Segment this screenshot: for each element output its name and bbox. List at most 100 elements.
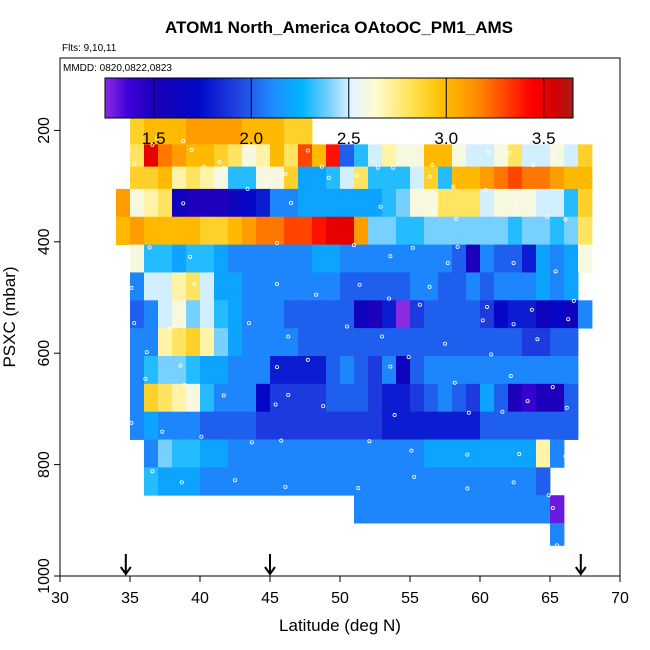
sample-point <box>150 469 155 474</box>
heatmap-cell <box>438 467 453 496</box>
heatmap-cell <box>578 188 593 218</box>
heatmap-cell <box>466 383 481 413</box>
heatmap-cell <box>270 216 285 245</box>
heatmap-cell <box>270 188 285 218</box>
heatmap-cell <box>186 188 201 218</box>
heatmap-cell <box>200 383 215 413</box>
sample-point <box>357 282 362 287</box>
heatmap-cell <box>480 244 495 273</box>
sample-point <box>283 484 288 489</box>
sample-point <box>274 240 279 245</box>
heatmap-cell <box>536 188 551 218</box>
heatmap-cell <box>130 300 145 329</box>
heatmap-cell <box>396 383 411 413</box>
heatmap-cell <box>242 383 257 413</box>
sample-point <box>286 334 291 339</box>
heatmap-cell <box>130 216 145 245</box>
heatmap-cell <box>522 439 537 468</box>
heatmap-cell <box>522 383 537 413</box>
heatmap-cell <box>200 439 215 468</box>
heatmap-cell <box>480 272 495 301</box>
y-tick-label: 800 <box>36 451 53 478</box>
y-tick-label: 400 <box>36 228 53 255</box>
heatmap-cell <box>284 411 299 440</box>
heatmap-cell <box>200 272 215 301</box>
heatmap-cell <box>550 144 565 168</box>
heatmap-cell <box>340 272 355 301</box>
heatmap-cell <box>438 144 453 168</box>
heatmap-cell <box>424 144 439 168</box>
heatmap-cell <box>284 188 299 218</box>
heatmap-cell <box>564 328 579 357</box>
heatmap-cell <box>382 144 397 168</box>
heatmap-cell <box>130 166 145 190</box>
heatmap-cell <box>382 495 397 524</box>
heatmap-cell <box>396 495 411 524</box>
heatmap-cell <box>144 411 159 440</box>
heatmap-cell <box>550 300 565 329</box>
sample-point <box>326 175 331 180</box>
heatmap-cell <box>564 355 579 385</box>
heatmap-cell <box>312 328 327 357</box>
heatmap-cell <box>312 467 327 496</box>
heatmap-cell <box>340 467 355 496</box>
heatmap-cell <box>242 355 257 385</box>
heatmap-cell <box>522 495 537 524</box>
heatmap-cell <box>424 300 439 329</box>
heatmap-cell <box>270 300 285 329</box>
y-tick-label: 200 <box>36 117 53 144</box>
heatmap-cell <box>522 411 537 440</box>
sample-point <box>344 324 349 329</box>
heatmap-cell <box>186 467 201 496</box>
heatmap-cell <box>522 244 537 273</box>
heatmap-cell <box>158 328 173 357</box>
heatmap-cell <box>270 467 285 496</box>
sample-point <box>246 321 251 326</box>
heatmap-cell <box>536 495 551 524</box>
heatmap-cell <box>480 216 495 245</box>
sample-point <box>445 260 450 265</box>
sample-point <box>188 254 193 259</box>
sample-point <box>454 216 459 221</box>
dates-note: MMDD: 0820,0822,0823 <box>63 63 172 74</box>
sample-point <box>182 382 187 387</box>
heatmap-cell <box>508 216 523 245</box>
sample-point <box>132 321 137 326</box>
heatmap-cell <box>536 383 551 413</box>
heatmap-cell <box>466 216 481 245</box>
heatmap-cell <box>256 116 271 145</box>
heatmap-cell <box>214 439 229 468</box>
sample-point <box>427 284 432 289</box>
heatmap-cell <box>452 328 467 357</box>
sample-point <box>409 448 414 453</box>
sample-point <box>321 404 326 409</box>
y-tick-label: 600 <box>36 340 53 367</box>
heatmap-cell <box>158 355 173 385</box>
heatmap-cell <box>396 355 411 385</box>
heatmap-cell <box>130 244 145 273</box>
sample-point <box>274 365 279 370</box>
x-axis-label: Latitude (deg N) <box>279 616 401 635</box>
heatmap-cell <box>508 411 523 440</box>
heatmap-cell <box>452 467 467 496</box>
heatmap-cell <box>242 244 257 273</box>
heatmap-cell <box>368 383 383 413</box>
heatmap-cell <box>522 216 537 245</box>
heatmap-cell <box>172 116 187 145</box>
heatmap-cell <box>130 272 145 301</box>
heatmap-cell <box>270 411 285 440</box>
heatmap-cell <box>466 467 481 496</box>
heatmap-cell <box>270 383 285 413</box>
sample-point <box>571 298 576 303</box>
heatmap-cell <box>298 188 313 218</box>
heatmap-cell <box>242 144 257 168</box>
heatmap-cell <box>298 383 313 413</box>
heatmap-cell <box>354 439 369 468</box>
sample-point <box>511 260 516 265</box>
heatmap-cell <box>228 383 243 413</box>
heatmap-cell <box>410 244 425 273</box>
heatmap-cell <box>452 411 467 440</box>
heatmap-cell <box>536 467 551 496</box>
sample-point <box>531 162 536 167</box>
sample-point <box>511 322 516 327</box>
